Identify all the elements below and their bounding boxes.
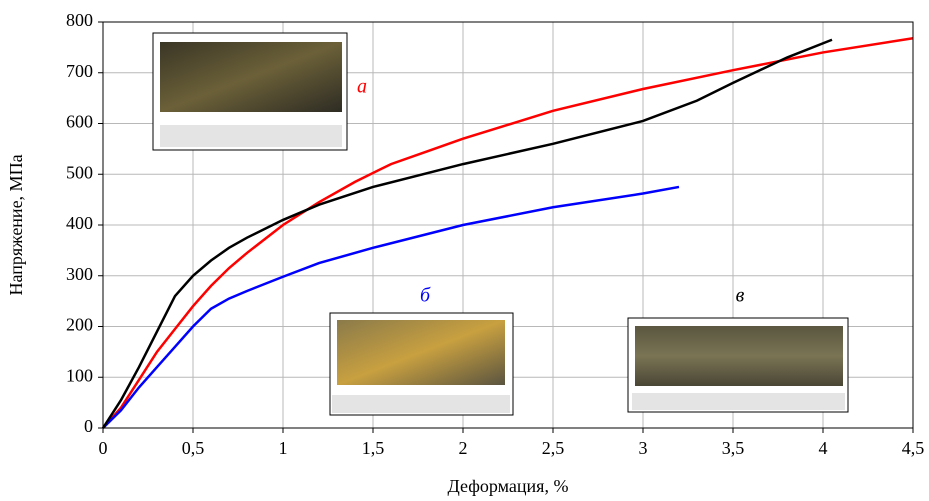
chart: Напряжение, МПа Деформация, % 0100200300…	[0, 0, 929, 501]
photo-c	[628, 318, 848, 412]
x-axis-label: Деформация, %	[448, 476, 569, 496]
photo-a	[153, 33, 347, 150]
x-tick-label: 3,5	[722, 438, 745, 458]
y-tick-label: 500	[66, 162, 93, 182]
y-axis-label: Напряжение, МПа	[6, 154, 26, 295]
y-tick-label: 300	[66, 264, 93, 284]
y-tick-label: 700	[66, 61, 93, 81]
x-tick-label: 2	[459, 438, 468, 458]
x-tick-label: 2,5	[542, 438, 565, 458]
series-label: в	[736, 285, 745, 307]
y-tick-label: 600	[66, 112, 93, 132]
x-tick-label: 0	[99, 438, 108, 458]
series-label: б	[420, 285, 431, 307]
x-tick-label: 1,5	[362, 438, 385, 458]
y-tick-label: 400	[66, 213, 93, 233]
x-tick-label: 3	[639, 438, 648, 458]
y-tick-label: 0	[84, 416, 93, 436]
y-tick-label: 200	[66, 315, 93, 335]
series-label: а	[357, 76, 367, 98]
x-tick-label: 0,5	[182, 438, 205, 458]
x-tick-label: 4	[819, 438, 828, 458]
x-tick-label: 4,5	[902, 438, 925, 458]
y-tick-label: 800	[66, 10, 93, 30]
x-tick-label: 1	[279, 438, 288, 458]
photo-b	[330, 313, 513, 415]
y-tick-label: 100	[66, 365, 93, 385]
